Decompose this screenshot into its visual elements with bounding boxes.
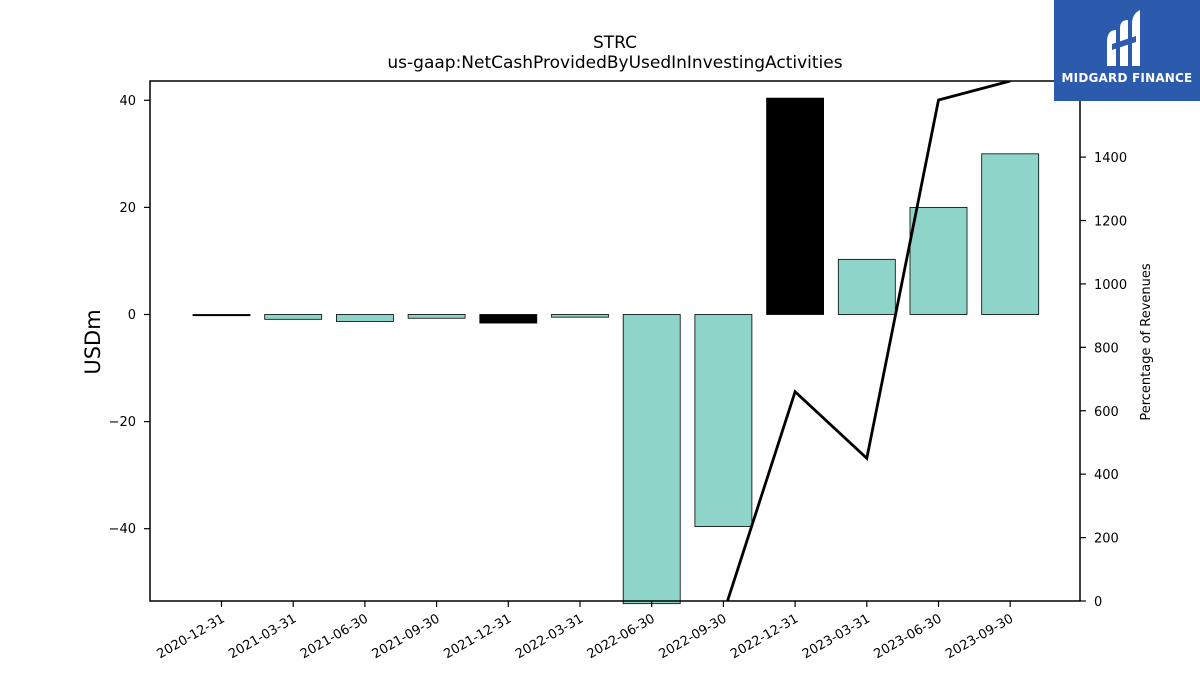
y-axis-left: 40 20 0 −20 −40 [109,94,150,537]
bar-2021-03-31 [264,314,323,320]
y2-axis-label: Percentage of Revenues [1139,263,1154,421]
bar-2023-09-30 [981,153,1040,315]
bar-2022-09-30 [694,314,753,527]
midgard-logo-icon [1107,10,1140,66]
logo-text: MIDGARD FINANCE [1061,71,1193,85]
x-tick-label: 2023-06-30 [872,611,945,662]
bar-2022-12-31 [766,97,824,315]
bar-2022-03-31 [551,314,609,318]
y2-tick-label: 800 [1094,341,1119,356]
x-tick-label: 2021-09-30 [370,611,443,662]
x-tick-label: 2023-09-30 [943,611,1016,662]
bar-2021-06-30 [335,314,394,322]
y-tick-label: 40 [119,94,136,109]
y2-tick-label: 1200 [1094,215,1127,230]
x-tick-label: 2021-06-30 [298,611,371,662]
x-tick-label: 2022-09-30 [656,611,729,662]
x-tick-label: 2022-12-31 [728,611,801,662]
y2-tick-label: 1000 [1094,278,1127,293]
y-tick-label: 0 [128,308,136,323]
x-tick-label: 2022-06-30 [585,611,658,662]
y-tick-label: −40 [109,522,136,537]
x-tick-label: 2021-03-31 [226,611,299,662]
bar-2020-12-31 [192,314,251,317]
bar-2023-03-31 [837,258,896,315]
line-series [726,81,1011,601]
y-tick-label: −20 [109,415,136,430]
chart-subtitle: us-gaap:NetCashProvidedByUsedInInvesting… [387,53,842,73]
x-tick-label: 2021-12-31 [441,611,514,662]
bar-2021-12-31 [479,314,538,324]
plot-frame [149,80,1081,602]
x-tick-label: 2020-12-31 [155,611,228,662]
y-tick-label: 20 [119,201,136,216]
x-tick-label: 2022-03-31 [513,611,586,662]
midgard-finance-logo: MIDGARD FINANCE [1054,0,1200,101]
y2-tick-label: 600 [1094,405,1119,420]
y-axis-right: 0 200 400 600 800 1000 1200 1400 [1080,151,1127,610]
bar-2021-09-30 [407,314,466,319]
y2-tick-label: 1400 [1094,151,1127,166]
bar-2023-06-30 [909,206,968,315]
y2-tick-label: 400 [1094,468,1119,483]
x-tick-label: 2023-03-31 [800,611,873,662]
bar-2022-06-30 [622,314,681,605]
y-axis-label: USDm [81,309,105,374]
x-axis: 2020-12-312021-03-312021-06-302021-09-30… [155,601,1016,662]
y2-tick-label: 0 [1094,595,1102,610]
y2-tick-label: 200 [1094,532,1119,547]
chart-title: STRC [593,33,637,53]
revenue-percentage-line [726,81,1011,601]
bars [192,97,1040,605]
